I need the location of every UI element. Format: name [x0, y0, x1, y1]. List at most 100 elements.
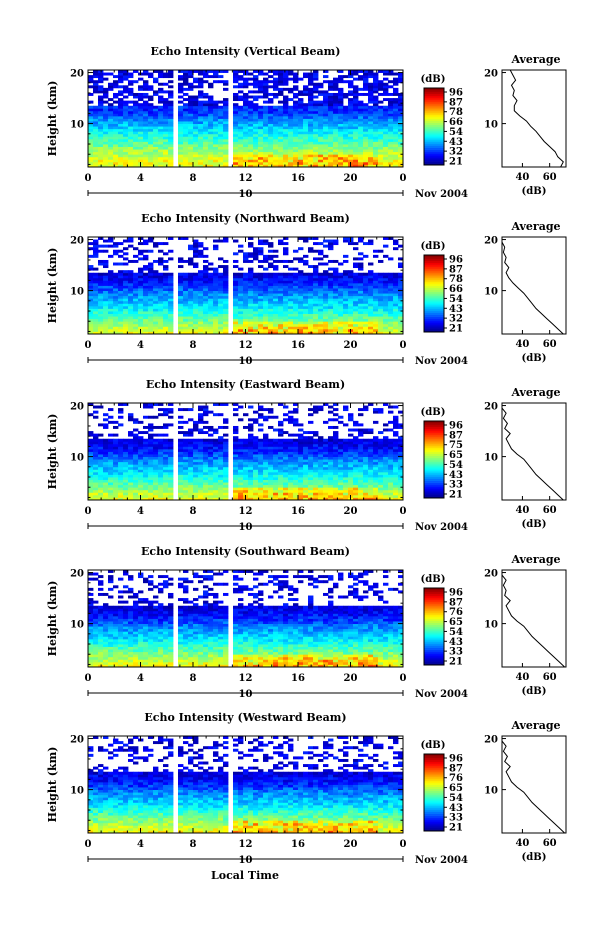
heatmap-cell [118, 308, 124, 312]
heatmap-cell [333, 164, 339, 168]
heatmap-cell [233, 277, 239, 281]
heatmap-cell [353, 110, 359, 114]
heatmap-cell [358, 113, 364, 117]
heatmap-cell [353, 85, 359, 89]
heatmap-cell [138, 249, 144, 253]
heatmap-cell [283, 461, 289, 465]
heatmap-cell [243, 484, 249, 488]
heatmap-cell [108, 494, 114, 498]
heatmap-cell [268, 98, 274, 102]
heatmap-cell [98, 459, 104, 463]
colorbar-swatch [424, 276, 444, 279]
heatmap-cell [238, 471, 244, 475]
heatmap-cell [183, 128, 189, 132]
heatmap-cell [273, 489, 279, 493]
heatmap-cell [368, 331, 374, 335]
heatmap-cell [223, 303, 229, 307]
heatmap-cell [378, 115, 384, 119]
heatmap-cell [388, 70, 394, 73]
heatmap-cell [153, 471, 159, 475]
heatmap-cell [343, 328, 349, 332]
heatmap-cell [373, 149, 379, 153]
heatmap-cell [283, 305, 289, 309]
heatmap-cell [313, 70, 319, 73]
heatmap-cell [298, 464, 304, 468]
heatmap-cell [243, 141, 249, 145]
heatmap-cell [298, 494, 304, 498]
heatmap-cell [333, 270, 339, 274]
heatmap-cell [288, 285, 294, 289]
heatmap-cell [248, 300, 254, 304]
heatmap-cell [273, 146, 279, 150]
heatmap-cell [388, 305, 394, 309]
heatmap-cell [128, 305, 134, 309]
heatmap-cell [383, 461, 389, 465]
heatmap-cell [103, 144, 109, 147]
heatmap-cell [288, 282, 294, 286]
heatmap-cell [168, 308, 174, 312]
heatmap-cell [338, 77, 344, 81]
heatmap-cell [123, 305, 129, 309]
heatmap-cell [213, 115, 219, 119]
heatmap-cell [288, 126, 294, 130]
heatmap-cell [178, 461, 184, 465]
heatmap-cell [278, 479, 284, 483]
heatmap-cell [158, 471, 164, 475]
heatmap-cell [273, 308, 279, 312]
heatmap-cell [113, 469, 119, 473]
heatmap-cell [223, 318, 229, 322]
heatmap-cell [218, 323, 224, 327]
heatmap-cell [323, 118, 329, 122]
heatmap-cell [143, 103, 149, 107]
heatmap-cell [203, 126, 209, 130]
heatmap-cell [143, 126, 149, 130]
heatmap-cell [278, 305, 284, 309]
heatmap-cell [318, 156, 324, 160]
heatmap-cell [278, 128, 284, 132]
heatmap-cell [158, 262, 164, 266]
heatmap-cell [93, 70, 99, 73]
heatmap-cell [118, 487, 124, 491]
heatmap-cell [88, 466, 94, 470]
heatmap-cell [338, 280, 344, 284]
heatmap-cell [113, 144, 119, 147]
heatmap-cell [128, 318, 134, 322]
heatmap-cell [213, 479, 219, 483]
heatmap-cell [143, 141, 149, 145]
heatmap-cell [318, 272, 324, 276]
heatmap-cell [148, 87, 154, 91]
heatmap-cell [398, 474, 404, 478]
heatmap-cell [133, 326, 139, 330]
heatmap-cell [213, 113, 219, 117]
heatmap-cell [373, 285, 379, 289]
heatmap-cell [223, 464, 229, 468]
heatmap-cell [368, 482, 374, 486]
heatmap-cell [93, 285, 99, 289]
heatmap-cell [88, 290, 94, 294]
heatmap-cell [93, 249, 99, 253]
heatmap-cell [188, 161, 194, 165]
heatmap-cell [233, 326, 239, 330]
heatmap-cell [198, 154, 204, 158]
heatmap-cell [223, 272, 229, 276]
heatmap-cell [213, 331, 219, 335]
heatmap-cell [158, 293, 164, 297]
heatmap-cell [198, 77, 204, 81]
heatmap-cell [368, 270, 374, 274]
heatmap-cell [93, 331, 99, 335]
heatmap-cell [273, 154, 279, 158]
heatmap-cell [213, 105, 219, 109]
heatmap-cell [163, 323, 169, 327]
heatmap-cell [278, 161, 284, 165]
heatmap-cell [378, 489, 384, 493]
heatmap-cell [213, 316, 219, 320]
heatmap-cell [123, 85, 129, 89]
heatmap-cell [88, 131, 94, 135]
heatmap-cell [363, 144, 369, 147]
heatmap-cell [103, 494, 109, 498]
heatmap-cell [203, 479, 209, 483]
heatmap-cell [198, 131, 204, 135]
heatmap-cell [283, 321, 289, 325]
heatmap-cell [253, 118, 259, 122]
heatmap-cell [118, 146, 124, 150]
